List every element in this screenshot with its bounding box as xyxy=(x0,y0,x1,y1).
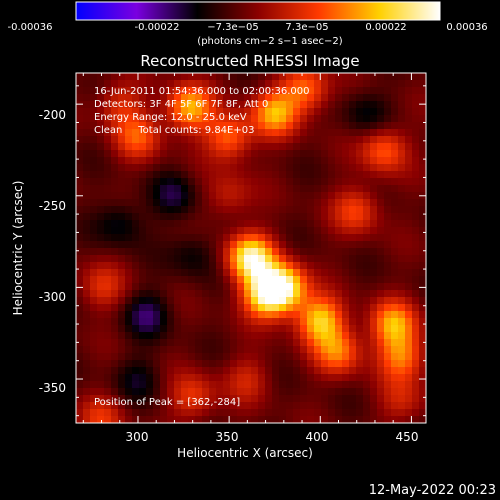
annotation-peak-position: Position of Peak = [362,-284] xyxy=(94,397,241,408)
annotation-detectors: Detectors: 3F 4F 5F 6F 7F 8F, Att 0 xyxy=(94,99,269,110)
annotation-time-range: 16-Jun-2011 01:54:36.000 to 02:00:36.000 xyxy=(94,86,310,97)
colorbar-unit-label: (photons cm−2 s−1 asec−2) xyxy=(197,36,343,47)
x-tick-label: 400 xyxy=(305,430,329,444)
x-axis-title: Heliocentric X (arcsec) xyxy=(177,446,313,460)
colorbar-tick: −7.3e−05 xyxy=(207,22,259,33)
x-tick-label: 450 xyxy=(395,430,419,444)
heatmap-cells xyxy=(76,73,427,424)
y-axis-title: Heliocentric Y (arcsec) xyxy=(11,180,25,316)
annotation-clean-counts: Clean Total counts: 9.84E+03 xyxy=(94,125,255,136)
annotation-energy-range: Energy Range: 12.0 - 25.0 keV xyxy=(94,112,247,123)
colorbar-gradient xyxy=(75,1,441,21)
colorbar-tick: -0.00036 xyxy=(7,22,53,33)
colorbar-tick: 0.00036 xyxy=(446,22,488,33)
y-tick-label: -200 xyxy=(38,108,66,122)
colorbar-tick: 0.00022 xyxy=(365,22,407,33)
plot-frame xyxy=(75,72,427,424)
y-tick-label: -350 xyxy=(38,381,66,395)
x-tick-label: 300 xyxy=(125,430,149,444)
datestamp: 12-May-2022 00:23 xyxy=(368,483,496,498)
y-tick-label: -300 xyxy=(38,290,66,304)
y-tick-label: -250 xyxy=(38,199,66,213)
colorbar-tick: 7.3e−05 xyxy=(285,22,329,33)
x-tick-label: 350 xyxy=(215,430,239,444)
colorbar-tick: -0.00022 xyxy=(134,22,180,33)
chart-title: Reconstructed RHESSI Image xyxy=(140,52,360,70)
